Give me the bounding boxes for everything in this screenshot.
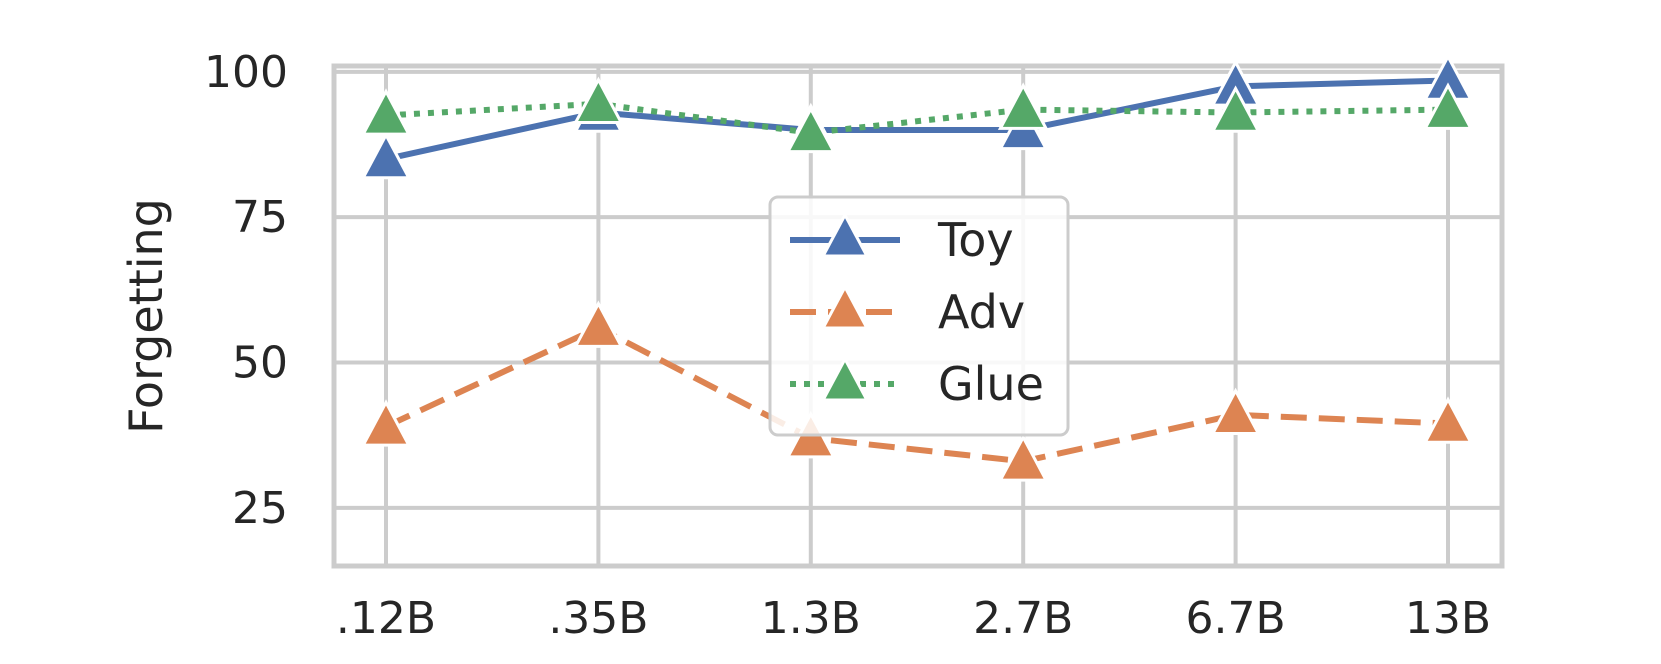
legend-item-adv: Adv bbox=[790, 283, 1025, 339]
y-tick-label: 100 bbox=[204, 47, 288, 98]
x-tick-label: 1.3B bbox=[761, 593, 861, 644]
series-line bbox=[384, 324, 1449, 465]
data-point-marker bbox=[997, 82, 1049, 130]
data-point-marker bbox=[1210, 387, 1261, 436]
legend-label: Glue bbox=[938, 357, 1044, 411]
legend-label: Adv bbox=[938, 285, 1025, 339]
y-axis-label: Forgetting bbox=[119, 198, 173, 434]
series-line bbox=[385, 100, 1449, 136]
data-point-marker bbox=[573, 76, 624, 125]
data-point-marker bbox=[997, 434, 1049, 482]
y-tick-labels: 25 50 75 100 bbox=[204, 47, 288, 534]
x-tick-label: .12B bbox=[336, 593, 436, 644]
legend-label: Toy bbox=[937, 213, 1014, 267]
legend-marker bbox=[820, 355, 870, 402]
legend-item-glue: Glue bbox=[790, 355, 1044, 411]
legend-marker bbox=[820, 211, 870, 258]
x-tick-label: 2.7B bbox=[973, 593, 1073, 644]
y-tick-label: 75 bbox=[232, 192, 288, 243]
data-point-marker bbox=[360, 131, 412, 180]
plot-frame bbox=[331, 63, 1505, 569]
y-tick-label: 50 bbox=[232, 338, 288, 389]
legend-marker bbox=[820, 283, 870, 330]
x-tick-label: 13B bbox=[1405, 593, 1491, 644]
series-lines bbox=[360, 53, 1474, 482]
data-point-marker bbox=[1210, 85, 1261, 133]
legend: Toy Adv Glue bbox=[768, 195, 1070, 437]
legend-item-toy: Toy bbox=[790, 211, 1014, 267]
series-toy bbox=[360, 53, 1474, 180]
y-tick-label: 25 bbox=[232, 483, 288, 534]
data-point-marker bbox=[360, 88, 412, 136]
data-point-marker bbox=[1422, 396, 1474, 444]
data-point-marker bbox=[573, 300, 624, 348]
x-tick-label: 6.7B bbox=[1186, 593, 1286, 644]
x-tick-labels: .12B .35B 1.3B 2.7B 6.7B 13B bbox=[336, 593, 1491, 644]
data-point-marker bbox=[360, 399, 412, 447]
series-glue bbox=[360, 76, 1474, 154]
x-tick-label: .35B bbox=[548, 593, 648, 644]
data-point-marker bbox=[785, 105, 837, 154]
data-point-marker bbox=[1422, 82, 1474, 130]
series-line bbox=[385, 77, 1449, 162]
